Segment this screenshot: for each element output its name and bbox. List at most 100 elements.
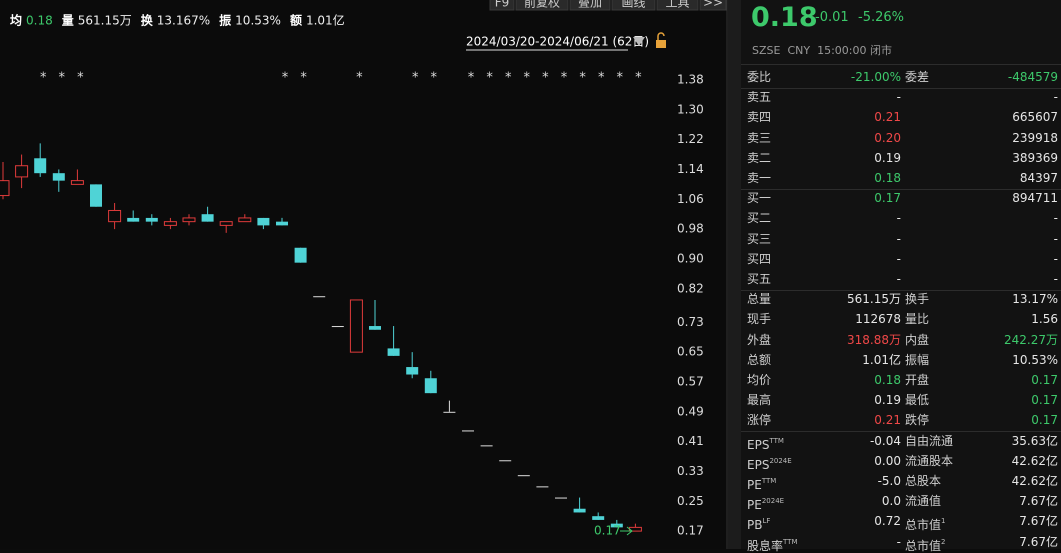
divider — [741, 431, 1061, 432]
row-value: - — [1053, 251, 1058, 266]
status: 闭市 — [870, 44, 892, 57]
date-range[interactable]: 2024/03/20-2024/06/21 (62日) — [466, 35, 649, 49]
stat-value: 561.15万 — [78, 14, 132, 28]
stat-value: 13.167% — [157, 14, 210, 28]
toolbar-label[interactable]: F9 — [495, 0, 510, 10]
label-text: 总额 — [747, 352, 772, 367]
time: 15:00:00 — [817, 44, 867, 57]
candle-body — [313, 296, 326, 298]
stat-label: 均 — [10, 13, 22, 28]
toolbar-label[interactable]: >> — [703, 0, 723, 10]
row-value: 35.63亿 — [1011, 433, 1058, 448]
toolbar-button[interactable] — [656, 0, 699, 11]
toolbar-label[interactable]: 叠加 — [578, 0, 602, 10]
row-label: 卖四 — [747, 110, 771, 124]
candle-body — [294, 247, 307, 263]
row-value: - — [896, 231, 901, 246]
toolbar-button[interactable] — [699, 0, 727, 11]
candle-body — [555, 497, 567, 499]
candle-body — [0, 180, 10, 197]
y-tick-label: 0.49 — [677, 404, 704, 418]
stat-label: 量 — [62, 14, 74, 28]
row-value: 1.01亿 — [862, 352, 901, 367]
row-label: 涨停 — [747, 413, 771, 427]
toolbar-button[interactable] — [569, 0, 611, 11]
label-text: 股息率 — [747, 538, 784, 553]
stat-label: 换 — [141, 13, 154, 28]
row-value: 13.17% — [1012, 292, 1058, 307]
toolbar-button[interactable] — [515, 0, 569, 11]
row-value: 7.67亿 — [1019, 534, 1058, 549]
limit-marker: * — [635, 71, 642, 86]
label-text: PE — [747, 478, 762, 492]
row-value: - — [1053, 231, 1058, 246]
row-label: 卖一 — [747, 171, 771, 185]
candle-body — [34, 158, 47, 174]
scroll-strip — [728, 0, 741, 549]
label-text: 买二 — [747, 211, 772, 226]
label-sup: TTM — [783, 537, 798, 546]
candle-body — [517, 475, 530, 477]
candle-body — [238, 217, 252, 223]
dropdown-icon[interactable] — [633, 37, 645, 46]
label-text: EPS — [747, 457, 770, 472]
row-value: 318.88万 — [847, 332, 901, 347]
row-value: - — [896, 534, 901, 549]
label-text: 总股本 — [905, 474, 942, 488]
row-value: 389369 — [1012, 150, 1058, 165]
last-price-arrow — [620, 526, 633, 536]
label-sup: TTM — [761, 477, 777, 485]
label-text: 量比 — [905, 312, 930, 327]
toolbar-label[interactable]: 前复权 — [524, 0, 560, 10]
limit-marker: * — [282, 71, 289, 86]
change-pct: -5.26% — [858, 10, 904, 25]
row-label: 委比 — [747, 70, 771, 84]
label-text: PE — [747, 498, 762, 513]
limit-marker: * — [468, 71, 475, 86]
row-value: -21.00% — [850, 70, 901, 84]
row-value: 0.20 — [874, 130, 901, 145]
y-tick-label: 0.82 — [677, 281, 704, 295]
label-sup: 2 — [941, 537, 946, 546]
candle-body — [349, 299, 363, 353]
candle-body — [127, 217, 140, 222]
label-text: 卖一 — [747, 171, 772, 185]
label-text: 涨停 — [747, 413, 772, 428]
limit-marker: * — [542, 71, 549, 86]
row-value: 0.21 — [874, 110, 901, 125]
y-tick-label: 0.25 — [677, 494, 704, 508]
lock-icon[interactable] — [656, 40, 666, 48]
label-text: 跌停 — [905, 413, 930, 428]
row-value: 0.19 — [874, 393, 901, 408]
row-value: 84397 — [1019, 171, 1058, 185]
row-label: 现手 — [747, 312, 771, 326]
row-value: 42.62亿 — [1011, 474, 1058, 488]
row-value: 42.62亿 — [1011, 453, 1058, 468]
limit-marker: * — [356, 71, 363, 86]
toolbar-button[interactable] — [611, 0, 656, 11]
candle-body — [369, 326, 381, 330]
candle-body — [276, 221, 288, 226]
toolbar-label[interactable]: 工具 — [665, 0, 689, 10]
price: 0.18 — [751, 2, 818, 33]
row-value: 7.67亿 — [1019, 494, 1058, 509]
row-value: -5.0 — [877, 474, 901, 488]
label-text: 最低 — [905, 393, 930, 408]
row-label: 委差 — [905, 70, 929, 84]
candle-body — [108, 209, 122, 223]
label-sup: 2024E — [761, 497, 785, 506]
toolbar-label[interactable]: 画线 — [621, 0, 645, 10]
row-value: 665607 — [1012, 110, 1058, 125]
label-text: 卖四 — [747, 110, 772, 125]
candle-body — [163, 221, 177, 226]
label-text: 自由流通 — [905, 433, 954, 448]
chart: 2024/03/20-2024/06/21 (62日) F9 前复权 叠加 画线 工具 >… — [0, 0, 741, 549]
row-value: 7.67亿 — [1019, 514, 1058, 529]
quote-panel: 0.18 -0.01 -5.26% SZSE CNY 15:00:00 闭市 委… — [741, 0, 1061, 553]
stat-label: 额 — [290, 13, 302, 28]
label-text: 振幅 — [905, 352, 930, 367]
row-label: 跌停 — [905, 413, 929, 427]
row-value: - — [1053, 211, 1058, 226]
toolbar-button[interactable] — [489, 0, 515, 11]
row-label: 买一 — [747, 191, 771, 205]
